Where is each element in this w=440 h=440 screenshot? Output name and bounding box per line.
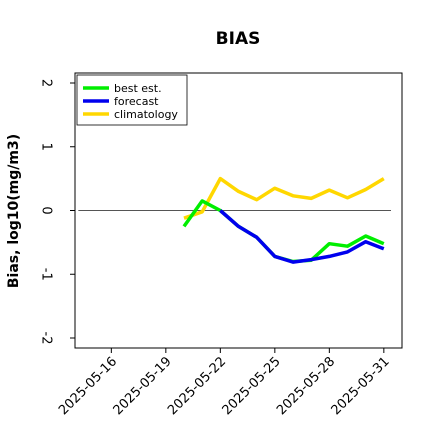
series-lines (182, 176, 385, 264)
series-line-forecast (219, 209, 385, 264)
y-tick-label: -1 (38, 268, 53, 281)
x-axis-ticks: 2025-05-162025-05-192025-05-222025-05-25… (56, 348, 393, 418)
y-tick-label: -2 (38, 332, 53, 345)
legend-label: best est. (114, 82, 162, 95)
legend-label: forecast (114, 95, 159, 108)
y-axis-ticks: 2 1 0 -1 -2 (38, 79, 75, 345)
legend-label: climatology (114, 108, 178, 121)
y-tick-label: 1 (38, 143, 53, 151)
x-tick-label: 2025-05-31 (329, 354, 393, 418)
y-axis-label: Bias, log10(mg/m3) (6, 134, 22, 288)
series-line-climatology (183, 176, 385, 220)
chart-title: BIAS (216, 29, 261, 49)
y-tick-label: 0 (38, 206, 53, 214)
y-tick-label: 2 (38, 79, 53, 87)
series-line-best-est (182, 199, 385, 264)
